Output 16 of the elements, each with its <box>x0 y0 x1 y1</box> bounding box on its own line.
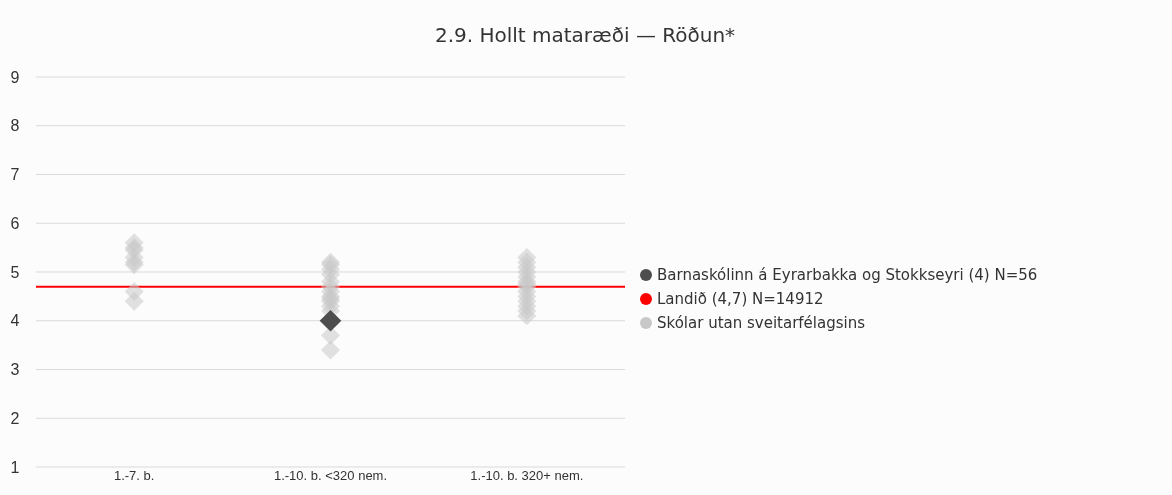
x-tick-label: 1.-10. b. 320+ nem. <box>470 468 584 483</box>
x-tick-label: 1.-10. b. <320 nem. <box>273 468 388 483</box>
y-tick-label: 7 <box>10 166 20 184</box>
y-tick-label: 8 <box>10 117 20 135</box>
ref-line-label: Landið (4,7) N=14912 <box>657 290 824 308</box>
y-tick-label: 4 <box>10 312 20 330</box>
y-tick-label: 9 <box>10 68 20 86</box>
legend-label: Skólar utan sveitarfélagsins <box>657 314 866 332</box>
legend-label: Barnaskólinn á Eyrarbakka og Stokkseyri (4) N=56 <box>657 266 1038 284</box>
chart-title: 2.9. Hollt mataræði — Röðun* <box>434 23 736 47</box>
y-tick-label: 6 <box>10 214 20 232</box>
y-tick-label: 1 <box>10 458 20 476</box>
y-tick-label: 2 <box>10 409 20 427</box>
y-tick-label: 5 <box>10 263 20 281</box>
y-tick-label: 3 <box>10 361 20 379</box>
x-tick-label: 1.-7. b. <box>113 468 155 483</box>
